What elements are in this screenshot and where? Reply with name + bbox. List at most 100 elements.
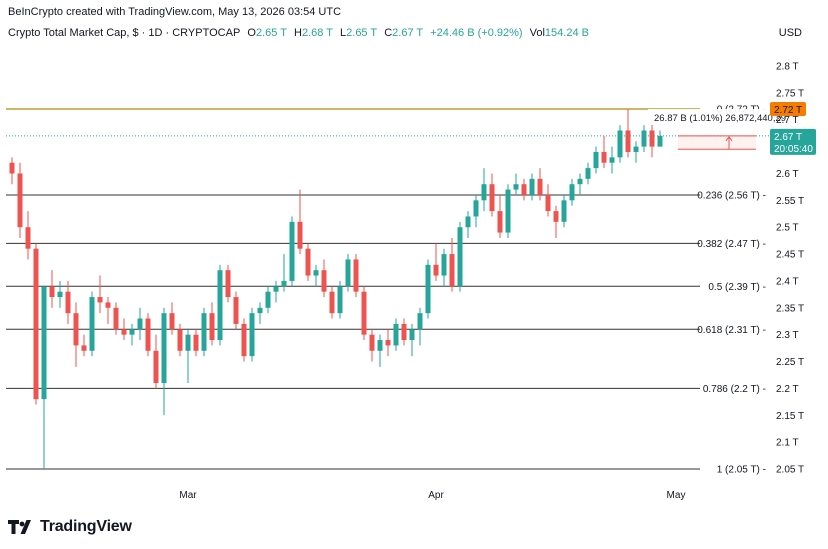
candle-body[interactable] bbox=[57, 291, 63, 298]
candle-body[interactable] bbox=[545, 194, 551, 212]
candle-body[interactable] bbox=[33, 248, 39, 400]
candle-body[interactable] bbox=[617, 130, 623, 158]
candle-body[interactable] bbox=[313, 270, 319, 276]
candle-body[interactable] bbox=[641, 130, 647, 147]
tradingview-logo[interactable]: TradingView bbox=[8, 518, 132, 536]
candle-body[interactable] bbox=[361, 291, 367, 335]
candle-body[interactable] bbox=[385, 340, 391, 346]
candle-body[interactable] bbox=[553, 211, 559, 222]
candle-body[interactable] bbox=[425, 264, 431, 314]
candle-body[interactable] bbox=[81, 345, 87, 351]
candle-body[interactable] bbox=[297, 221, 303, 249]
candle-body[interactable] bbox=[9, 162, 15, 174]
candle-body[interactable] bbox=[521, 184, 527, 195]
candle-body[interactable] bbox=[561, 200, 567, 222]
candle-body[interactable] bbox=[97, 297, 103, 303]
candle-body[interactable] bbox=[65, 291, 71, 314]
low-value: 2.65 T bbox=[346, 27, 378, 39]
candle-body[interactable] bbox=[441, 254, 447, 276]
candle-body[interactable] bbox=[337, 286, 343, 314]
candle-body[interactable] bbox=[73, 313, 79, 346]
candle-body[interactable] bbox=[537, 178, 543, 195]
candle-body[interactable] bbox=[601, 151, 607, 163]
candle-body[interactable] bbox=[457, 227, 463, 287]
candle-body[interactable] bbox=[217, 270, 223, 341]
candle-body[interactable] bbox=[193, 334, 199, 351]
open-label: O bbox=[247, 27, 256, 39]
candle-body[interactable] bbox=[105, 302, 111, 308]
candle-body[interactable] bbox=[417, 313, 423, 330]
close-label: C bbox=[384, 27, 393, 39]
candle-body[interactable] bbox=[353, 259, 359, 292]
candle-body[interactable] bbox=[137, 318, 143, 330]
candle-body[interactable] bbox=[497, 211, 503, 233]
candle-body[interactable] bbox=[369, 334, 375, 351]
countdown-label: 20:05:40 bbox=[774, 144, 813, 155]
candle-body[interactable] bbox=[25, 227, 31, 249]
symbol-name[interactable]: Crypto Total Market Cap, $ · 1D · CRYPTO… bbox=[8, 27, 241, 39]
candle-body[interactable] bbox=[305, 248, 311, 276]
candle-body[interactable] bbox=[129, 329, 135, 335]
candle-body[interactable] bbox=[481, 184, 487, 201]
candle-body[interactable] bbox=[393, 323, 399, 346]
y-tick-label: 2.7 T bbox=[776, 115, 799, 126]
candle-body[interactable] bbox=[233, 297, 239, 324]
candle-body[interactable] bbox=[281, 280, 287, 287]
candle-body[interactable] bbox=[249, 313, 255, 357]
candle-body[interactable] bbox=[113, 307, 119, 330]
candle-body[interactable] bbox=[289, 221, 295, 281]
y-tick-label: 2.45 T bbox=[776, 250, 804, 261]
candle-body[interactable] bbox=[161, 313, 167, 384]
candle-body[interactable] bbox=[505, 189, 511, 233]
candle-body[interactable] bbox=[409, 329, 415, 341]
candle-body[interactable] bbox=[89, 297, 95, 351]
candle-body[interactable] bbox=[465, 216, 471, 228]
candle-body[interactable] bbox=[345, 259, 351, 287]
candle-body[interactable] bbox=[49, 286, 55, 298]
measure-range[interactable] bbox=[678, 135, 756, 150]
candle-body[interactable] bbox=[201, 313, 207, 351]
candle-body[interactable] bbox=[41, 286, 47, 400]
candle-body[interactable] bbox=[401, 323, 407, 341]
candle-body[interactable] bbox=[145, 318, 151, 351]
candle-body[interactable] bbox=[377, 340, 383, 351]
candle-body[interactable] bbox=[153, 350, 159, 384]
y-tick-label: 2.2 T bbox=[776, 384, 799, 395]
candle-body[interactable] bbox=[265, 291, 271, 308]
candle-body[interactable] bbox=[177, 329, 183, 351]
measure-label-bg bbox=[648, 109, 770, 125]
chart-credit: BeInCrypto created with TradingView.com,… bbox=[8, 6, 342, 18]
x-axis: Mar Apr May bbox=[179, 490, 685, 501]
candle-body[interactable] bbox=[169, 313, 175, 330]
candle-body[interactable] bbox=[577, 178, 583, 185]
candle-body[interactable] bbox=[657, 135, 663, 147]
candle-body[interactable] bbox=[585, 168, 591, 179]
candle-body[interactable] bbox=[209, 313, 215, 341]
high-price-label: 2.72 T bbox=[774, 105, 802, 116]
x-tick-label: Mar bbox=[179, 490, 197, 501]
candle-body[interactable] bbox=[609, 157, 615, 163]
candle-body[interactable] bbox=[473, 200, 479, 217]
candle-body[interactable] bbox=[121, 329, 127, 335]
candle-body[interactable] bbox=[225, 270, 231, 298]
candle-body[interactable] bbox=[489, 184, 495, 212]
candle-body[interactable] bbox=[321, 270, 327, 292]
candle-body[interactable] bbox=[17, 173, 23, 228]
currency-label[interactable]: USD bbox=[778, 27, 802, 39]
candle-body[interactable] bbox=[449, 254, 455, 287]
candle-body[interactable] bbox=[433, 264, 439, 276]
candle-body[interactable] bbox=[185, 334, 191, 351]
candle-body[interactable] bbox=[625, 130, 631, 152]
candle-body[interactable] bbox=[329, 291, 335, 314]
y-tick-label: 2.4 T bbox=[776, 276, 799, 287]
candle-body[interactable] bbox=[257, 307, 263, 314]
candle-body[interactable] bbox=[529, 178, 535, 195]
candle-body[interactable] bbox=[569, 184, 575, 201]
candle-body[interactable] bbox=[513, 184, 519, 190]
candle-body[interactable] bbox=[593, 151, 599, 169]
candle-body[interactable] bbox=[649, 130, 655, 147]
candle-body[interactable] bbox=[633, 146, 639, 152]
candle-body[interactable] bbox=[273, 286, 279, 292]
candle-body[interactable] bbox=[241, 323, 247, 357]
